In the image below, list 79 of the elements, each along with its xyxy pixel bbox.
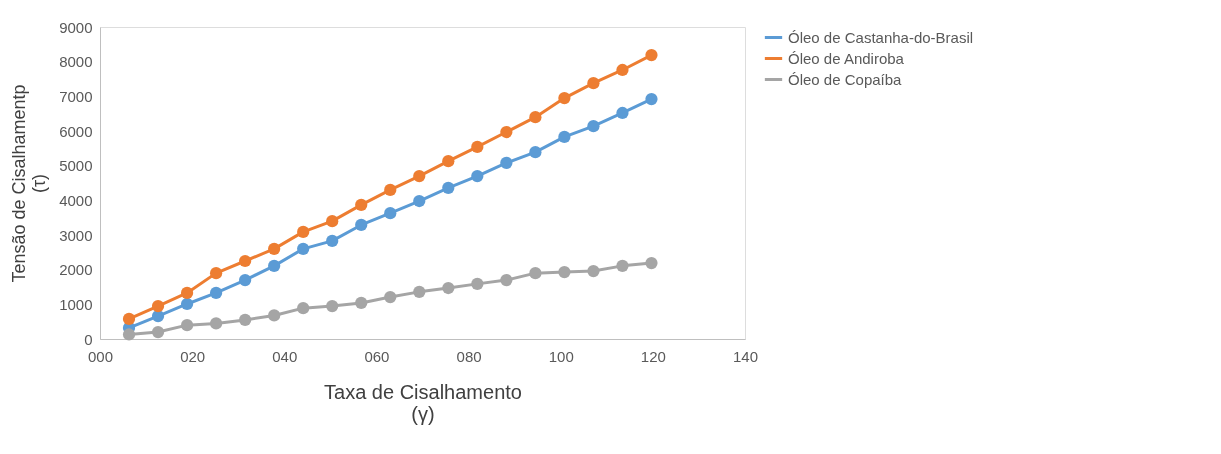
point bbox=[413, 169, 426, 183]
point bbox=[151, 299, 165, 313]
point bbox=[616, 259, 629, 272]
point bbox=[384, 290, 397, 304]
point bbox=[355, 296, 368, 310]
y-tick-label: 3000 bbox=[59, 226, 93, 244]
point bbox=[209, 317, 223, 330]
y-tick-label: 9000 bbox=[59, 18, 93, 36]
point bbox=[180, 297, 194, 311]
point bbox=[239, 273, 252, 287]
point bbox=[616, 106, 629, 120]
point bbox=[645, 92, 658, 106]
point bbox=[239, 313, 252, 327]
y-tick-label: 6000 bbox=[59, 122, 93, 140]
point bbox=[645, 48, 658, 62]
point bbox=[471, 277, 484, 290]
x-tick-label: 140 bbox=[732, 347, 759, 365]
point bbox=[558, 130, 571, 144]
x-tick-label: 080 bbox=[456, 347, 482, 365]
point bbox=[442, 155, 455, 168]
point bbox=[616, 63, 629, 77]
point bbox=[587, 264, 600, 278]
point bbox=[209, 286, 223, 300]
legend-label: Óleo de Andiroba bbox=[788, 49, 905, 67]
point bbox=[645, 256, 658, 270]
point bbox=[297, 225, 310, 238]
point bbox=[355, 218, 368, 232]
point bbox=[529, 111, 542, 124]
point bbox=[122, 312, 136, 326]
y-tick-label: 2000 bbox=[59, 261, 93, 279]
legend-label: Óleo de Copaíba bbox=[788, 70, 903, 88]
point bbox=[180, 319, 194, 332]
point bbox=[529, 267, 542, 280]
y-tick-label: 0 bbox=[84, 330, 93, 348]
y-tick-label: 1000 bbox=[59, 295, 93, 313]
x-tick-label: 040 bbox=[272, 347, 298, 365]
point bbox=[209, 267, 223, 280]
y-tick-label: 8000 bbox=[59, 53, 93, 71]
point bbox=[500, 273, 513, 287]
point bbox=[587, 77, 600, 90]
y-axis-title: Tensão de Cisalhamentp (τ) bbox=[9, 84, 50, 283]
point bbox=[326, 234, 339, 248]
point bbox=[413, 194, 426, 208]
point bbox=[297, 302, 310, 315]
point bbox=[122, 328, 136, 341]
point bbox=[384, 207, 397, 220]
point bbox=[384, 183, 397, 197]
x-tick-label: 000 bbox=[87, 347, 114, 365]
y-tick-label: 5000 bbox=[59, 157, 93, 175]
point bbox=[151, 325, 165, 339]
point bbox=[355, 198, 368, 211]
point bbox=[442, 281, 455, 295]
point bbox=[180, 286, 194, 300]
x-tick-label: 100 bbox=[548, 347, 574, 365]
legend-label: Óleo de Castanha-do-Brasil bbox=[788, 28, 974, 46]
point bbox=[558, 265, 571, 279]
x-axis-title: Taxa de Cisalhamento (γ) bbox=[324, 380, 522, 425]
point bbox=[413, 285, 426, 298]
point bbox=[268, 259, 281, 272]
x-tick-label: 060 bbox=[364, 347, 390, 365]
point bbox=[326, 215, 339, 228]
point bbox=[529, 146, 542, 159]
point bbox=[471, 140, 484, 154]
point bbox=[268, 242, 281, 255]
point bbox=[587, 120, 600, 133]
point bbox=[442, 181, 455, 194]
point bbox=[151, 310, 165, 323]
y-tick-label: 7000 bbox=[59, 87, 93, 105]
point bbox=[558, 91, 571, 105]
x-tick-label: 020 bbox=[180, 347, 206, 365]
point bbox=[239, 254, 252, 268]
x-tick-label: 120 bbox=[640, 347, 666, 365]
point bbox=[500, 125, 513, 139]
point bbox=[500, 156, 513, 170]
point bbox=[471, 169, 484, 183]
point bbox=[297, 242, 310, 255]
point bbox=[326, 299, 339, 313]
y-tick-label: 4000 bbox=[59, 191, 93, 209]
point bbox=[268, 309, 281, 322]
